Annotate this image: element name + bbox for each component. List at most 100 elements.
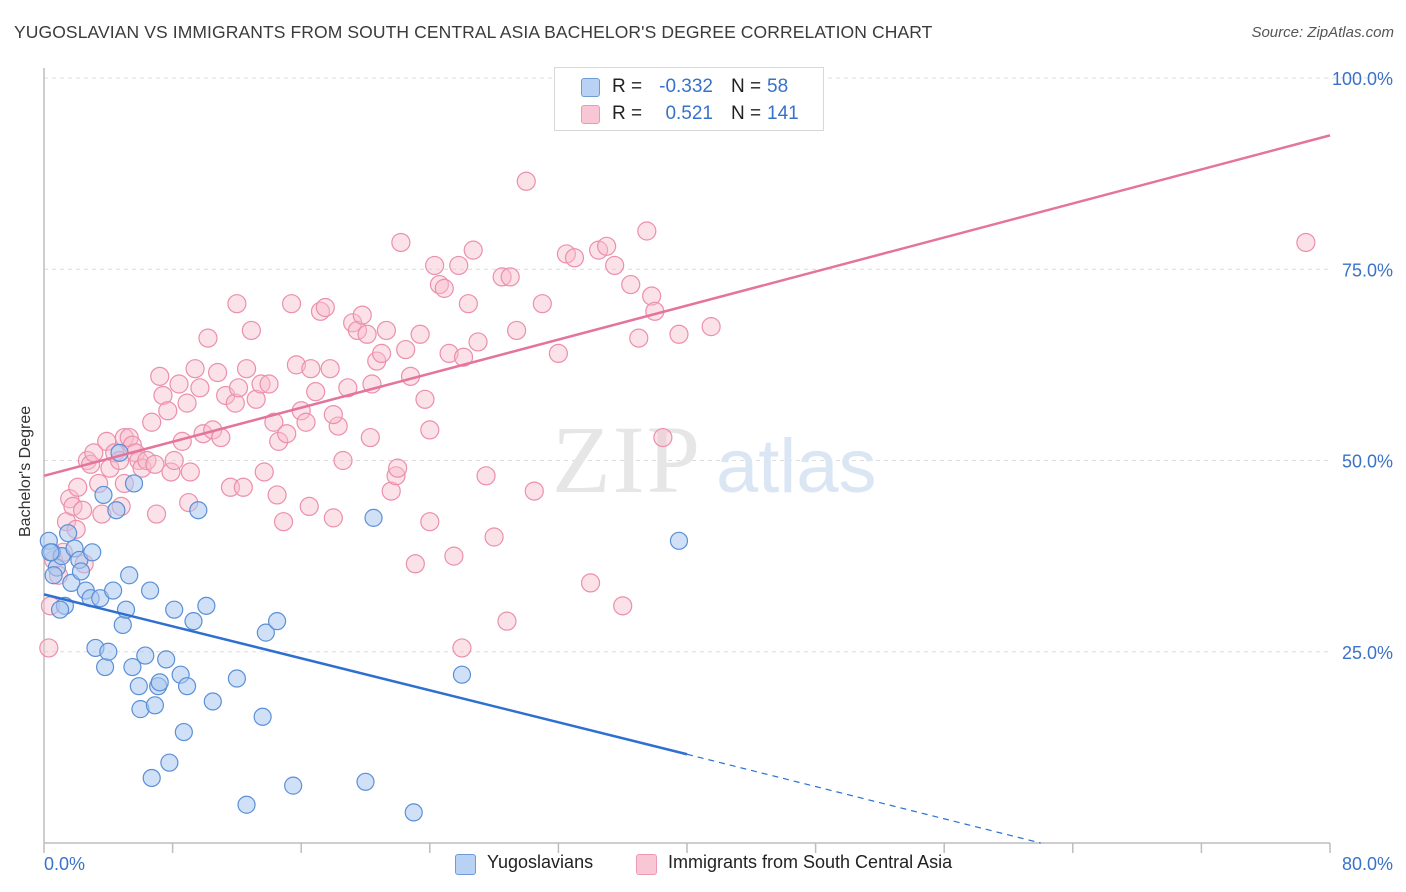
blue-point xyxy=(142,768,161,788)
pink-point xyxy=(246,389,266,409)
y-tick-label: 100.0% xyxy=(1332,69,1393,89)
pink-point xyxy=(425,255,445,276)
pink-point xyxy=(190,378,210,398)
pink-point xyxy=(381,481,401,501)
watermark-zip: ZIP xyxy=(552,406,702,513)
blue-point xyxy=(267,612,287,631)
pink-point xyxy=(301,359,321,379)
pink-point xyxy=(492,267,512,287)
pink-point xyxy=(296,412,316,432)
pink-point xyxy=(420,512,440,532)
pink-point xyxy=(323,405,343,425)
pink-point xyxy=(277,424,297,444)
pink-point xyxy=(360,427,380,448)
blue-point xyxy=(256,623,275,642)
pink-point xyxy=(158,401,178,421)
blue-point xyxy=(227,669,246,688)
pink-point xyxy=(177,393,197,413)
pink-point xyxy=(323,508,343,528)
y-tick-label: 50.0% xyxy=(1342,452,1393,472)
pink-point xyxy=(357,324,377,344)
blue-point xyxy=(50,600,70,619)
pink-point xyxy=(415,389,435,409)
pink-point xyxy=(476,466,496,486)
pink-point xyxy=(653,427,673,448)
pink-point xyxy=(347,320,368,341)
x-tick-label: 80.0% xyxy=(1342,854,1393,874)
pink-point xyxy=(264,412,284,432)
blue-point xyxy=(165,600,184,619)
y-tick-label: 75.0% xyxy=(1342,260,1393,280)
pink-point xyxy=(497,611,517,631)
pink-point xyxy=(516,171,536,191)
y-tick-label: 25.0% xyxy=(1342,643,1393,663)
pink-point xyxy=(386,466,406,486)
pink-point xyxy=(320,359,340,379)
pink-point xyxy=(233,477,253,497)
pink-point xyxy=(548,343,569,363)
pink-point xyxy=(621,274,641,295)
blue-point xyxy=(136,646,155,665)
pink-point xyxy=(227,294,247,314)
legend-label: Yugoslavians xyxy=(487,852,594,872)
pink-point xyxy=(371,343,392,363)
blue-trend-extension xyxy=(686,753,1041,844)
r-value-pink: 0.521 xyxy=(665,103,713,124)
blue-point xyxy=(253,707,272,726)
pink-point xyxy=(333,450,353,471)
pink-point xyxy=(613,596,633,616)
pink-point xyxy=(669,324,689,344)
pink-point xyxy=(164,450,184,471)
pink-point xyxy=(72,500,93,520)
chart-source: Source: ZipAtlas.com xyxy=(1251,24,1394,41)
pink-point xyxy=(453,347,474,367)
blue-point xyxy=(203,692,222,711)
pink-point xyxy=(524,481,544,501)
pink-series-points xyxy=(39,171,1316,658)
stats-legend: R = -0.332 N = 58 R = 0.521 N = 141 xyxy=(554,67,824,131)
pink-point xyxy=(142,412,162,432)
pink-point xyxy=(259,374,279,394)
pink-point xyxy=(286,355,306,375)
blue-point xyxy=(356,772,375,791)
blue-point xyxy=(174,722,193,742)
trend-lines xyxy=(43,134,1331,844)
pink-point xyxy=(251,374,271,394)
blue-point xyxy=(104,581,123,600)
pink-point xyxy=(434,278,454,298)
stats-legend-row-blue: R = -0.332 N = 58 xyxy=(555,74,823,100)
pink-point xyxy=(146,504,167,524)
pink-point xyxy=(63,496,83,516)
blue-point xyxy=(669,531,689,550)
pink-point xyxy=(388,458,408,478)
pink-point xyxy=(642,286,662,306)
blue-series-points xyxy=(39,443,689,822)
pink-point xyxy=(254,462,274,482)
pink-point xyxy=(449,255,469,276)
pink-point xyxy=(405,554,425,574)
r-label: R = xyxy=(612,76,643,97)
blue-point xyxy=(364,508,383,527)
pink-trend-line xyxy=(43,134,1331,478)
blue-point xyxy=(150,673,169,692)
n-value-pink: 141 xyxy=(767,103,799,124)
pink-point xyxy=(605,255,625,276)
axes xyxy=(43,68,1331,853)
blue-point xyxy=(184,612,203,631)
pink-point xyxy=(315,297,335,318)
chart-title: YUGOSLAVIAN VS IMMIGRANTS FROM SOUTH CEN… xyxy=(14,22,933,42)
pink-point xyxy=(180,462,200,482)
pink-point xyxy=(463,240,483,260)
blue-point xyxy=(452,665,472,684)
legend-label: Immigrants from South Central Asia xyxy=(668,852,953,872)
pink-point xyxy=(597,236,617,256)
pink-point xyxy=(273,512,294,532)
blue-point xyxy=(94,485,113,505)
r-value-blue: -0.332 xyxy=(659,76,713,97)
blue-point xyxy=(107,501,126,520)
pink-point xyxy=(444,546,464,566)
pink-point xyxy=(396,339,416,360)
pink-point xyxy=(236,359,257,379)
pink-point xyxy=(269,431,289,451)
